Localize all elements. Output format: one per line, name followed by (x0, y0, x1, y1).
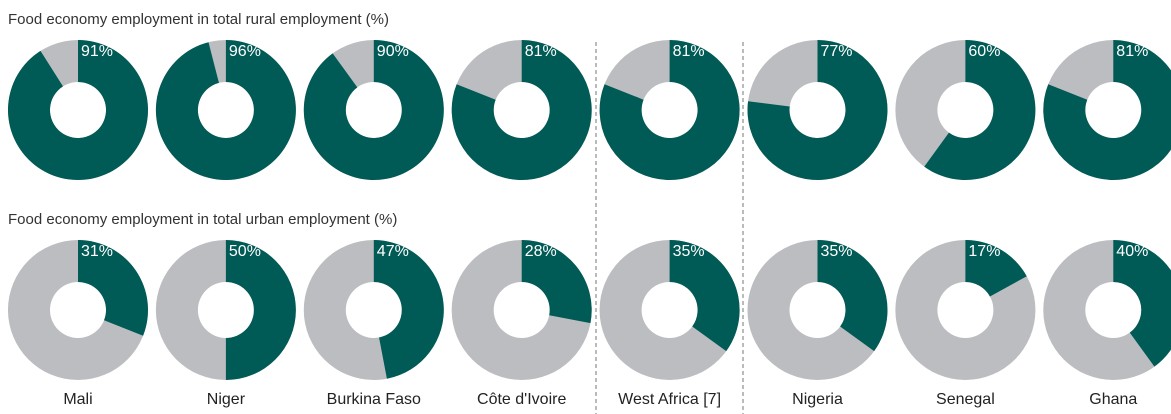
category-label: Nigeria (792, 391, 843, 408)
donut-segment (599, 40, 740, 180)
donut-segment (303, 40, 444, 180)
donut-segment (1113, 240, 1171, 367)
value-label: 35% (821, 243, 853, 260)
value-label: 47% (377, 243, 409, 260)
value-label: 50% (229, 243, 261, 260)
donut-segment (78, 240, 148, 336)
value-label: 77% (821, 43, 853, 60)
donut-segment (7, 40, 149, 180)
category-label: Burkina Faso (327, 391, 421, 408)
donut-segment (521, 240, 592, 324)
donut-segment (225, 240, 296, 380)
category-label: Côte d'Ivoire (477, 391, 566, 408)
donut-segment (155, 40, 296, 180)
row-title: Food economy employment in total rural e… (8, 11, 389, 28)
value-label: 91% (81, 43, 113, 60)
row-title: Food economy employment in total urban e… (8, 211, 397, 228)
category-label: Niger (207, 391, 246, 408)
category-label: Mali (63, 391, 92, 408)
donut-segment (1043, 40, 1171, 180)
value-label: 28% (525, 243, 557, 260)
donut-segment (669, 240, 740, 352)
value-label: 31% (81, 243, 113, 260)
donut-segment (924, 40, 1036, 180)
category-label: West Africa [7] (618, 391, 721, 408)
value-label: 81% (1116, 43, 1148, 60)
donut-segment (373, 240, 444, 379)
category-label: Ghana (1089, 391, 1137, 408)
category-label: Senegal (936, 391, 995, 408)
donut-segment (451, 40, 592, 180)
value-label: 35% (673, 243, 705, 260)
value-label: 17% (968, 243, 1000, 260)
value-label: 81% (525, 43, 557, 60)
value-label: 40% (1116, 243, 1148, 260)
value-label: 90% (377, 43, 409, 60)
value-label: 60% (968, 43, 1000, 60)
donut-segment (747, 40, 888, 180)
value-label: 96% (229, 43, 261, 60)
value-label: 81% (673, 43, 705, 60)
donut-segment (965, 240, 1027, 297)
donut-segment (817, 240, 888, 352)
